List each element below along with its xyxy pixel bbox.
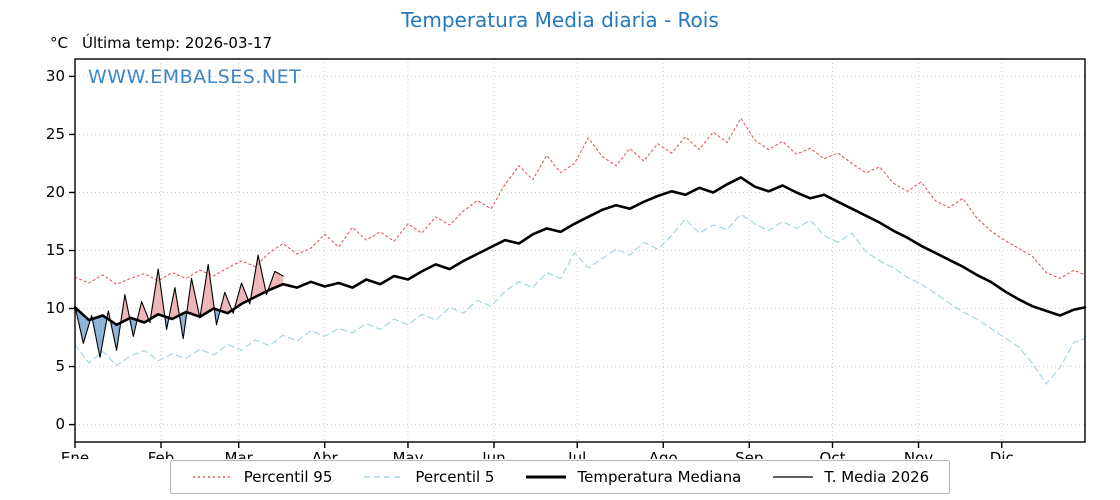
svg-text:20: 20	[46, 183, 65, 201]
plot-wrapper: 0 5 10 15 20 25 30 Ene Feb Mar Abr May Jun Jul Ago Sep O…	[0, 54, 1120, 459]
legend-label: Temperatura Mediana	[577, 468, 742, 486]
svg-text:Abr: Abr	[312, 449, 339, 459]
svg-text:May: May	[392, 449, 423, 459]
svg-text:Nov: Nov	[904, 449, 933, 459]
watermark: WWW.EMBALSES.NET	[88, 66, 302, 88]
percentil-95-line-sample	[192, 476, 233, 478]
plot-area: 0 5 10 15 20 25 30 Ene Feb Mar Abr May Jun Jul Ago Sep O…	[46, 58, 1087, 459]
svg-text:Jun: Jun	[481, 449, 505, 459]
y-axis-unit-label: °C	[50, 34, 68, 52]
subtitle-row: °C Última temp: 2026-03-17	[0, 33, 1120, 54]
chart-title: Temperatura Media diaria - Rois	[401, 8, 719, 32]
legend-item-percentil-95: Percentil 95	[191, 468, 333, 486]
legend-item-temperatura-mediana: Temperatura Mediana	[524, 468, 741, 486]
svg-text:0: 0	[55, 415, 65, 433]
svg-text:5: 5	[55, 357, 65, 375]
svg-text:15: 15	[46, 241, 65, 259]
legend-label: Percentil 5	[415, 468, 495, 486]
svg-text:Mar: Mar	[225, 449, 254, 459]
legend: Percentil 95 Percentil 5 Temperatura Med…	[169, 460, 951, 494]
legend-label: Percentil 95	[243, 468, 333, 486]
svg-text:Ene: Ene	[61, 449, 89, 459]
legend-item-t-media-2026: T. Media 2026	[771, 468, 929, 486]
svg-text:30: 30	[46, 67, 65, 85]
last-temp-label: Última temp: 2026-03-17	[81, 34, 272, 52]
svg-text:Feb: Feb	[148, 449, 175, 459]
svg-text:Jul: Jul	[567, 449, 586, 459]
svg-text:Oct: Oct	[820, 449, 846, 459]
legend-label: T. Media 2026	[824, 468, 930, 486]
svg-text:Sep: Sep	[735, 449, 763, 459]
t-media-2026-line-sample	[773, 476, 814, 478]
legend-item-percentil-5: Percentil 5	[362, 468, 494, 486]
svg-text:25: 25	[46, 125, 65, 143]
svg-text:10: 10	[46, 299, 65, 317]
percentil-5-line-sample	[364, 476, 405, 478]
temperatura-mediana-line-sample	[526, 475, 567, 479]
svg-text:Dic: Dic	[990, 449, 1014, 459]
svg-text:Ago: Ago	[649, 449, 678, 459]
